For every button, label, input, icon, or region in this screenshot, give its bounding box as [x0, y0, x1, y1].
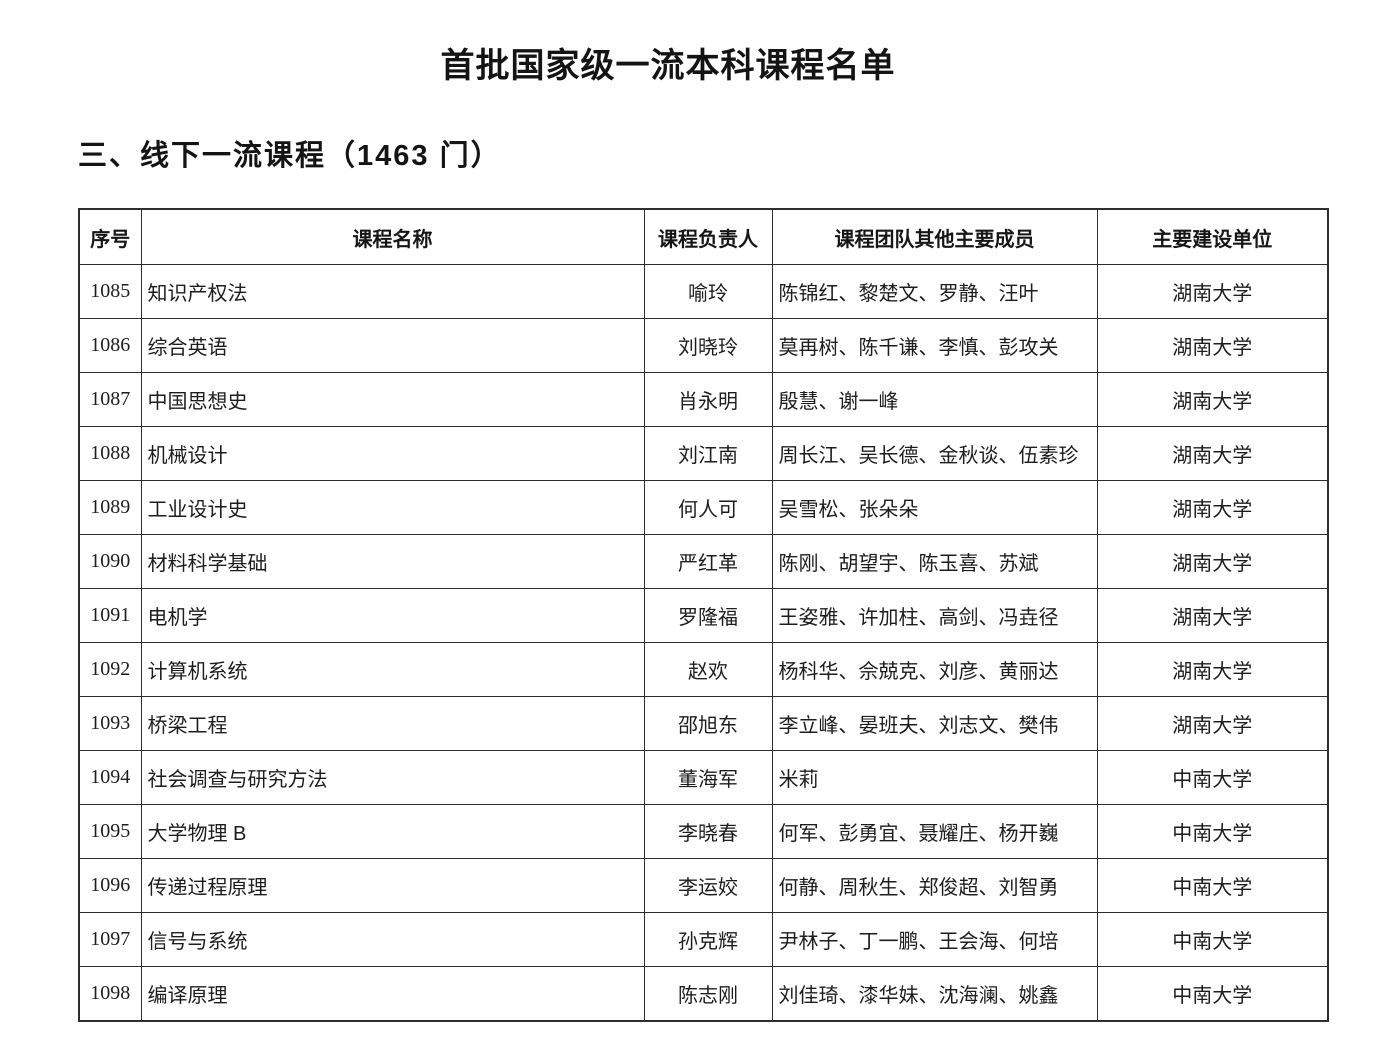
university-cell: 湖南大学: [1096, 588, 1329, 644]
course-leader-cell: 李晓春: [643, 804, 773, 860]
university-cell: 湖南大学: [1096, 480, 1329, 536]
serial-number-cell: 1093: [78, 696, 142, 752]
table-row: 1094 社会调查与研究方法 董海军 米莉 中南大学: [78, 750, 1329, 806]
team-members-cell: 杨科华、佘兢克、刘彦、黄丽达: [771, 642, 1098, 698]
table-row: 1086 综合英语 刘晓玲 莫再树、陈千谦、李慎、彭攻关 湖南大学: [78, 318, 1329, 374]
table-header-row: 序号 课程名称 课程负责人 课程团队其他主要成员 主要建设单位: [78, 208, 1329, 266]
team-members-cell: 吴雪松、张朵朵: [771, 480, 1098, 536]
course-name-cell: 知识产权法: [140, 264, 645, 320]
course-name-cell: 中国思想史: [140, 372, 645, 428]
serial-number-cell: 1094: [78, 750, 142, 806]
course-name-cell: 信号与系统: [140, 912, 645, 968]
header-team-members: 课程团队其他主要成员: [771, 208, 1098, 266]
header-course-name: 课程名称: [140, 208, 645, 266]
course-name-cell: 材料科学基础: [140, 534, 645, 590]
course-leader-cell: 刘晓玲: [643, 318, 773, 374]
serial-number-cell: 1089: [78, 480, 142, 536]
course-leader-cell: 赵欢: [643, 642, 773, 698]
course-leader-cell: 邵旭东: [643, 696, 773, 752]
university-cell: 湖南大学: [1096, 642, 1329, 698]
courses-table: 序号 课程名称 课程负责人 课程团队其他主要成员 主要建设单位 1085 知识产…: [78, 207, 1329, 1022]
serial-number-cell: 1092: [78, 642, 142, 698]
team-members-cell: 莫再树、陈千谦、李慎、彭攻关: [771, 318, 1098, 374]
university-cell: 湖南大学: [1096, 372, 1329, 428]
course-leader-cell: 肖永明: [643, 372, 773, 428]
team-members-cell: 陈锦红、黎楚文、罗静、汪叶: [771, 264, 1098, 320]
university-cell: 中南大学: [1096, 966, 1329, 1022]
course-name-cell: 机械设计: [140, 426, 645, 482]
table-row: 1087 中国思想史 肖永明 殷慧、谢一峰 湖南大学: [78, 372, 1329, 428]
team-members-cell: 刘佳琦、漆华妹、沈海澜、姚鑫: [771, 966, 1098, 1022]
university-cell: 中南大学: [1096, 858, 1329, 914]
team-members-cell: 陈刚、胡望宇、陈玉喜、苏斌: [771, 534, 1098, 590]
serial-number-cell: 1087: [78, 372, 142, 428]
team-members-cell: 周长江、吴长德、金秋谈、伍素珍: [771, 426, 1098, 482]
course-name-cell: 工业设计史: [140, 480, 645, 536]
course-name-cell: 综合英语: [140, 318, 645, 374]
team-members-cell: 米莉: [771, 750, 1098, 806]
serial-number-cell: 1088: [78, 426, 142, 482]
course-name-cell: 社会调查与研究方法: [140, 750, 645, 806]
serial-number-cell: 1085: [78, 264, 142, 320]
serial-number-cell: 1098: [78, 966, 142, 1022]
serial-number-cell: 1096: [78, 858, 142, 914]
header-course-leader: 课程负责人: [643, 208, 773, 266]
university-cell: 中南大学: [1096, 804, 1329, 860]
table-row: 1085 知识产权法 喻玲 陈锦红、黎楚文、罗静、汪叶 湖南大学: [78, 264, 1329, 320]
table-row: 1097 信号与系统 孙克辉 尹林子、丁一鹏、王会海、何培 中南大学: [78, 912, 1329, 968]
university-cell: 湖南大学: [1096, 426, 1329, 482]
course-leader-cell: 李运姣: [643, 858, 773, 914]
university-cell: 中南大学: [1096, 750, 1329, 806]
course-leader-cell: 陈志刚: [643, 966, 773, 1022]
course-leader-cell: 董海军: [643, 750, 773, 806]
page-title: 首批国家级一流本科课程名单: [440, 47, 896, 85]
course-leader-cell: 喻玲: [643, 264, 773, 320]
table-row: 1088 机械设计 刘江南 周长江、吴长德、金秋谈、伍素珍 湖南大学: [78, 426, 1329, 482]
serial-number-cell: 1091: [78, 588, 142, 644]
course-name-cell: 计算机系统: [140, 642, 645, 698]
serial-number-cell: 1086: [78, 318, 142, 374]
table-row: 1095 大学物理 B 李晓春 何军、彭勇宜、聂耀庄、杨开巍 中南大学: [78, 804, 1329, 860]
university-cell: 湖南大学: [1096, 534, 1329, 590]
university-cell: 中南大学: [1096, 912, 1329, 968]
serial-number-cell: 1097: [78, 912, 142, 968]
table-row: 1091 电机学 罗隆福 王姿雅、许加柱、高剑、冯垚径 湖南大学: [78, 588, 1329, 644]
course-name-cell: 电机学: [140, 588, 645, 644]
document-content: 首批国家级一流本科课程名单 三、线下一流课程（1463 门） 序号 课程名称 课…: [78, 0, 1329, 1022]
team-members-cell: 李立峰、晏班夫、刘志文、樊伟: [771, 696, 1098, 752]
table-row: 1096 传递过程原理 李运姣 何静、周秋生、郑俊超、刘智勇 中南大学: [78, 858, 1329, 914]
university-cell: 湖南大学: [1096, 264, 1329, 320]
header-main-university: 主要建设单位: [1096, 208, 1329, 266]
table-row: 1090 材料科学基础 严红革 陈刚、胡望宇、陈玉喜、苏斌 湖南大学: [78, 534, 1329, 590]
course-leader-cell: 罗隆福: [643, 588, 773, 644]
table-row: 1092 计算机系统 赵欢 杨科华、佘兢克、刘彦、黄丽达 湖南大学: [78, 642, 1329, 698]
table-row: 1098 编译原理 陈志刚 刘佳琦、漆华妹、沈海澜、姚鑫 中南大学: [78, 966, 1329, 1022]
table-header: 序号 课程名称 课程负责人 课程团队其他主要成员 主要建设单位: [78, 208, 1329, 266]
team-members-cell: 尹林子、丁一鹏、王会海、何培: [771, 912, 1098, 968]
course-leader-cell: 何人可: [643, 480, 773, 536]
serial-number-cell: 1090: [78, 534, 142, 590]
course-leader-cell: 严红革: [643, 534, 773, 590]
team-members-cell: 何静、周秋生、郑俊超、刘智勇: [771, 858, 1098, 914]
table-row: 1089 工业设计史 何人可 吴雪松、张朵朵 湖南大学: [78, 480, 1329, 536]
team-members-cell: 殷慧、谢一峰: [771, 372, 1098, 428]
table-body: 1085 知识产权法 喻玲 陈锦红、黎楚文、罗静、汪叶 湖南大学 1086 综合…: [78, 264, 1329, 1022]
serial-number-cell: 1095: [78, 804, 142, 860]
header-serial-number: 序号: [78, 208, 142, 266]
course-name-cell: 传递过程原理: [140, 858, 645, 914]
table-row: 1093 桥梁工程 邵旭东 李立峰、晏班夫、刘志文、樊伟 湖南大学: [78, 696, 1329, 752]
university-cell: 湖南大学: [1096, 318, 1329, 374]
course-leader-cell: 孙克辉: [643, 912, 773, 968]
course-name-cell: 桥梁工程: [140, 696, 645, 752]
team-members-cell: 何军、彭勇宜、聂耀庄、杨开巍: [771, 804, 1098, 860]
course-name-cell: 大学物理 B: [140, 804, 645, 860]
course-name-cell: 编译原理: [140, 966, 645, 1022]
course-leader-cell: 刘江南: [643, 426, 773, 482]
university-cell: 湖南大学: [1096, 696, 1329, 752]
section-heading: 三、线下一流课程（1463 门）: [78, 139, 502, 172]
team-members-cell: 王姿雅、许加柱、高剑、冯垚径: [771, 588, 1098, 644]
